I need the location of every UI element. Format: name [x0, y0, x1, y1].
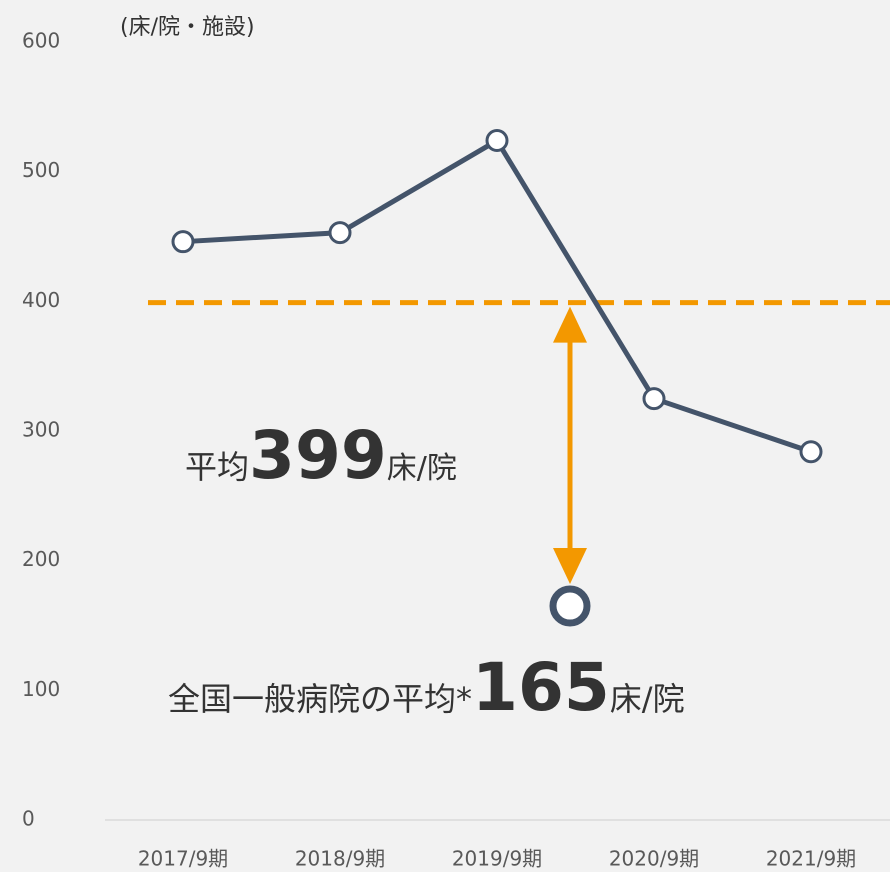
x-tick-label: 2019/9期	[452, 847, 542, 871]
national-value: 165	[472, 649, 610, 726]
y-tick-label: 500	[22, 158, 60, 182]
y-tick-label: 400	[22, 288, 60, 312]
arrow-head	[553, 548, 587, 585]
y-tick-label: 200	[22, 547, 60, 571]
average-unit: 床/院	[387, 451, 457, 486]
national-unit: 床/院	[610, 680, 685, 718]
point	[171, 230, 195, 254]
x-tick-label: 2018/9期	[295, 847, 385, 871]
point	[328, 221, 352, 245]
y-tick-label: 300	[22, 418, 60, 442]
average-annotation: 平均399床/院	[185, 417, 457, 494]
y-tick-label: 600	[22, 29, 60, 53]
point	[799, 440, 823, 464]
plot: 0 100 200 300 400 500 600 2017/9期 2018/9期 2019/9期…	[22, 29, 890, 871]
y-tick-label: 100	[22, 677, 60, 701]
x-tick-label: 2020/9期	[609, 847, 699, 871]
average-value: 399	[249, 417, 387, 494]
national-label: 全国一般病院の平均*	[168, 680, 472, 718]
point	[642, 387, 666, 411]
x-tick-label: 2017/9期	[138, 847, 228, 871]
national-annotation: 全国一般病院の平均*165床/院	[168, 649, 685, 726]
x-tick-label: 2021/9期	[766, 847, 856, 871]
point	[485, 129, 509, 153]
national-marker	[549, 585, 591, 627]
y-tick-label: 0	[22, 807, 35, 831]
unit-label: (床/院・施設)	[120, 15, 255, 40]
arrow-head	[553, 306, 587, 343]
average-label: 平均	[185, 448, 249, 486]
